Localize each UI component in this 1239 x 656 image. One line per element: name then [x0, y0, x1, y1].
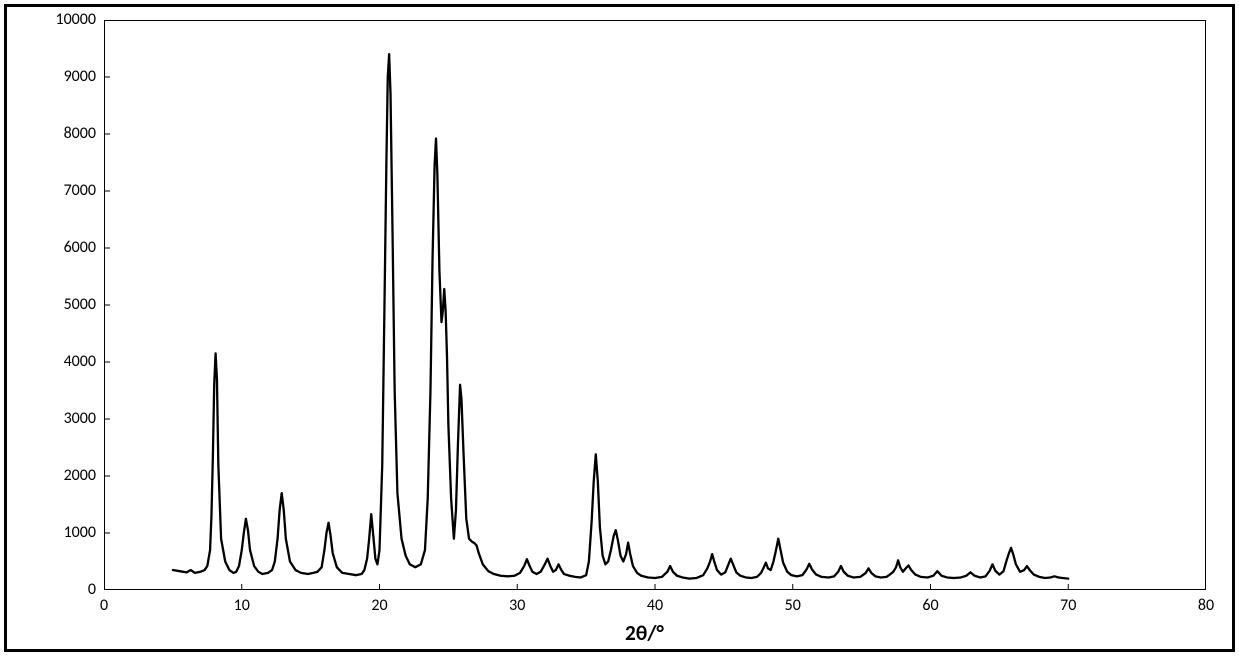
y-tick-label: 7000 [64, 181, 96, 200]
figure-container: 0 1000 2000 3000 4000 5000 6000 7000 8000 9000 100… [0, 0, 1239, 656]
x-tick-label: 40 [640, 596, 670, 615]
y-tick-label: 4000 [64, 352, 96, 371]
x-tick-label: 80 [1191, 596, 1221, 615]
y-tick-label: 6000 [64, 238, 96, 257]
y-tick-label: 5000 [64, 295, 96, 314]
x-tick-label: 30 [502, 596, 532, 615]
y-tick-label: 8000 [64, 124, 96, 143]
y-tick-label: 1000 [64, 523, 96, 542]
y-tick-label: 9000 [64, 67, 96, 86]
x-tick-label: 0 [89, 596, 119, 615]
x-tick-label: 70 [1053, 596, 1083, 615]
x-tick-label: 60 [916, 596, 946, 615]
y-tick-label: 10000 [55, 10, 96, 29]
x-tick-label: 50 [778, 596, 808, 615]
y-tick-label: 2000 [64, 466, 96, 485]
x-axis-label: 2θ/° [625, 620, 664, 646]
plot-area [104, 20, 1206, 590]
plot-border [104, 20, 1206, 590]
x-tick-label: 10 [227, 596, 257, 615]
x-tick-label: 20 [365, 596, 395, 615]
y-tick-label: 3000 [64, 409, 96, 428]
